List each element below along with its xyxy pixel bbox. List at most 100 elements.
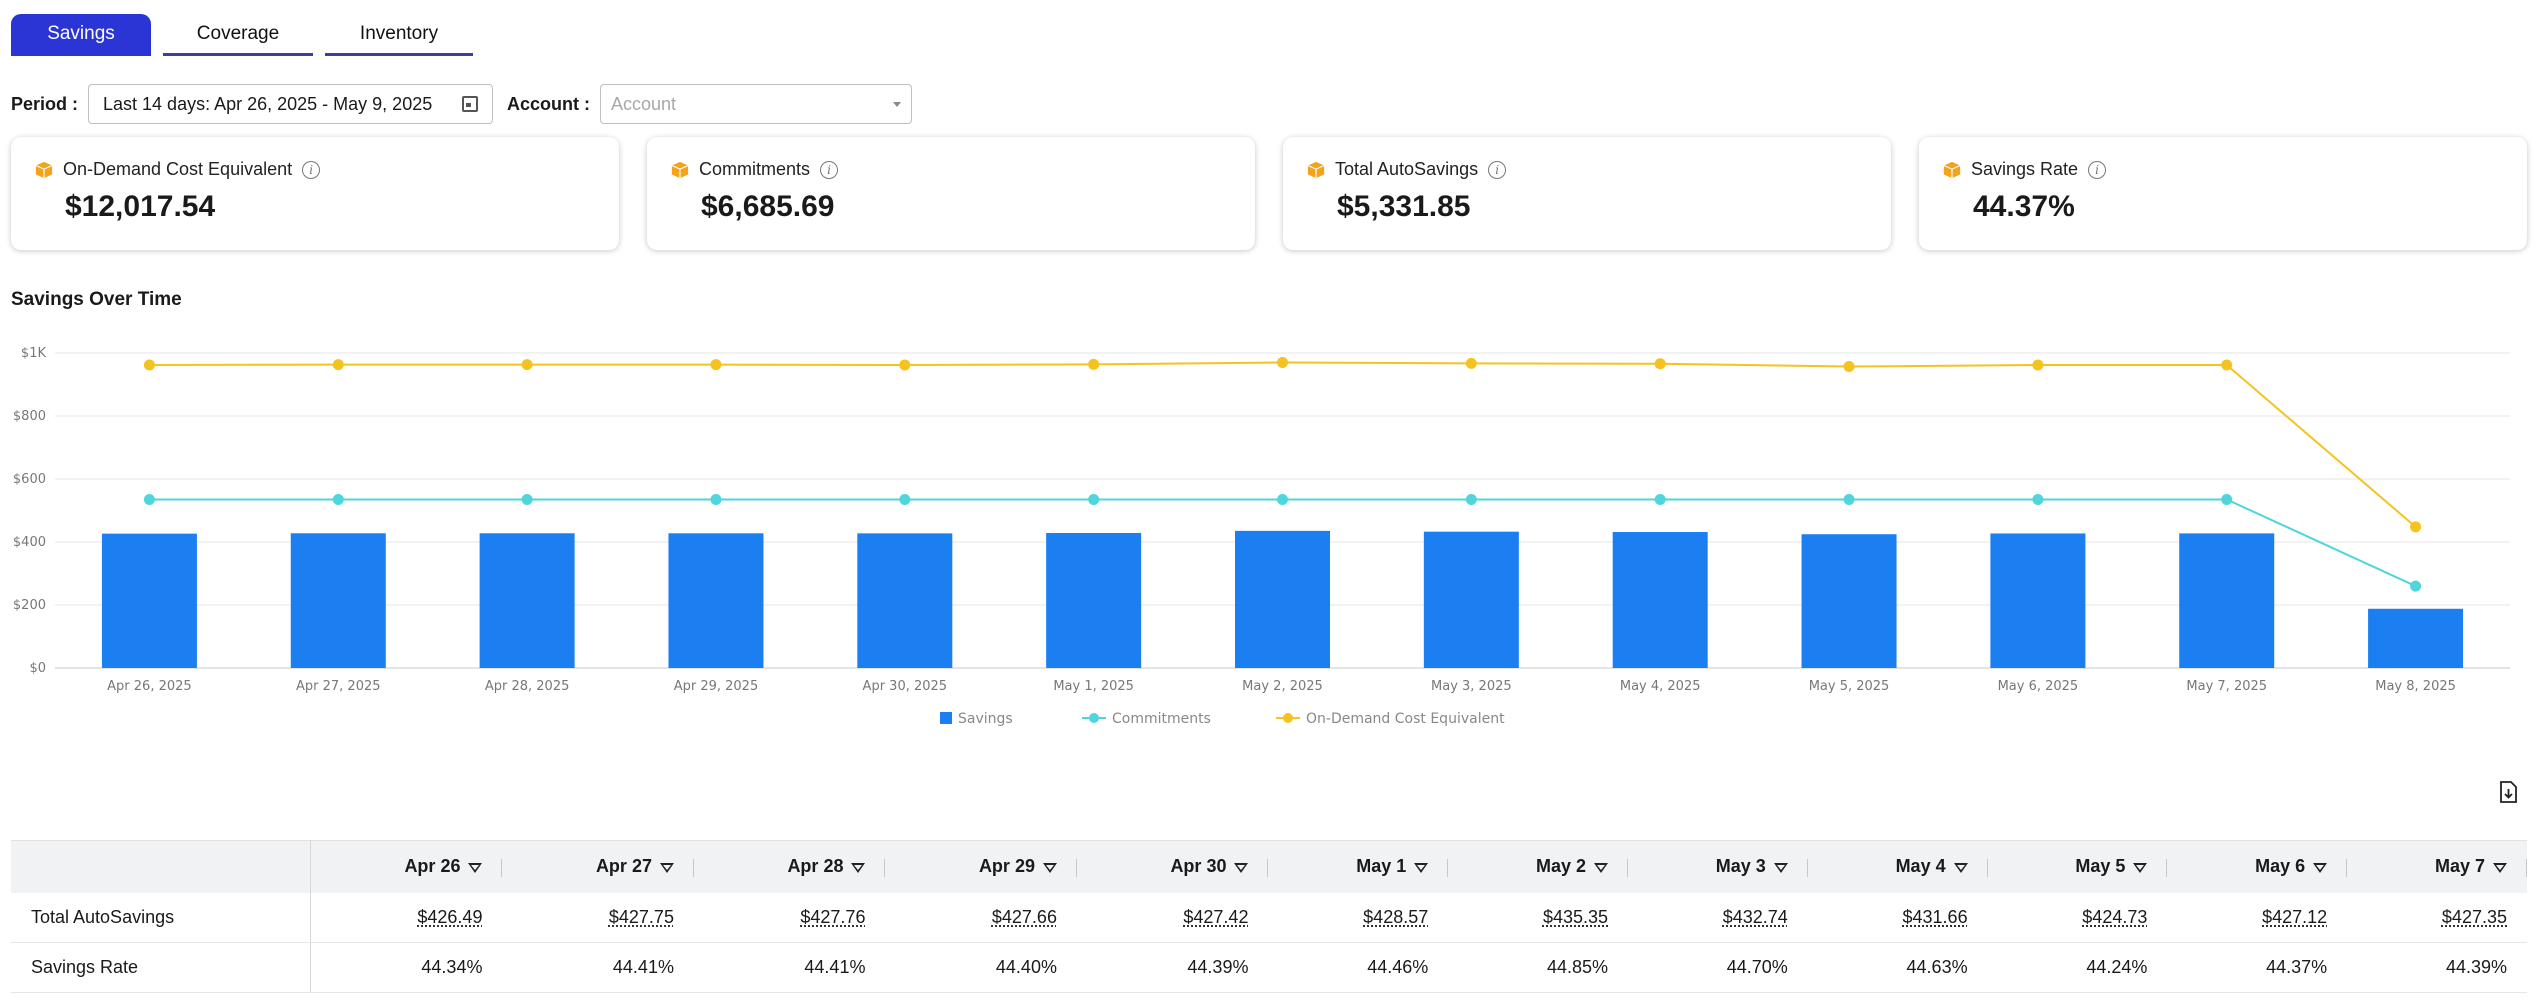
commitments-point [2410, 580, 2422, 592]
column-header[interactable]: May 6 [2167, 840, 2348, 893]
on-demand-point [1654, 358, 1666, 370]
table-cell[interactable]: $428.57 [1268, 892, 1449, 943]
legend-marker-commitments [1089, 713, 1099, 723]
kpi-card-commitments: Commitments i $6,685.69 [647, 137, 1255, 250]
filter-icon[interactable] [468, 862, 483, 873]
filter-icon[interactable] [851, 862, 866, 873]
savings-bar [1990, 533, 2086, 668]
kpi-value: $12,017.54 [65, 190, 216, 223]
info-icon[interactable]: i [1488, 160, 1507, 179]
kpi-card-savings-rate: Savings Rate i 44.37% [1919, 137, 2527, 250]
legend-swatch-savings [940, 712, 952, 724]
table-cell[interactable]: $424.73 [1987, 892, 2168, 943]
tab-inventory[interactable]: Inventory [325, 14, 473, 56]
filter-icon[interactable] [659, 862, 674, 873]
savings-bar [668, 533, 764, 668]
tab-savings[interactable]: Savings [11, 14, 151, 56]
table-cell[interactable]: $427.12 [2167, 892, 2348, 943]
period-label: Period : [11, 93, 79, 114]
filter-icon[interactable] [1594, 862, 1609, 873]
filter-icon[interactable] [2133, 862, 2148, 873]
column-header[interactable]: Apr 28 [693, 840, 886, 893]
column-header[interactable]: Apr 30 [1076, 840, 1269, 893]
on-demand-point [1843, 361, 1855, 373]
x-tick-label: May 8, 2025 [2375, 679, 2456, 694]
table-cell[interactable]: $427.35 [2347, 892, 2527, 943]
chart-title: Savings Over Time [11, 289, 182, 310]
filter-icon[interactable] [2313, 862, 2328, 873]
column-header[interactable]: May 7 [2347, 840, 2527, 893]
commitments-point [1654, 493, 1666, 505]
account-label: Account : [507, 93, 591, 114]
on-demand-point [143, 359, 155, 371]
savings-bar [2179, 533, 2275, 668]
legend-label-savings: Savings [958, 711, 1013, 727]
filter-icon[interactable] [1773, 862, 1788, 873]
savings-bar [479, 533, 575, 668]
commitments-point [2032, 493, 2044, 505]
tab-coverage[interactable]: Coverage [163, 14, 313, 56]
info-icon[interactable]: i [820, 160, 839, 179]
info-icon[interactable]: i [2088, 160, 2107, 179]
column-header[interactable]: Apr 27 [502, 840, 694, 893]
info-icon[interactable]: i [302, 160, 321, 179]
y-tick-label: $800 [13, 409, 46, 424]
table-cell[interactable]: $427.76 [693, 892, 886, 943]
table-cell: 44.63% [1807, 942, 1988, 993]
table-cell[interactable]: $432.74 [1628, 892, 1808, 943]
table-cell[interactable]: $431.66 [1807, 892, 1988, 943]
download-icon[interactable] [2498, 781, 2518, 803]
x-tick-label: May 6, 2025 [1998, 679, 2079, 694]
on-demand-point [2032, 359, 2044, 371]
table-cell[interactable]: $427.75 [502, 892, 694, 943]
chevron-down-icon [893, 101, 902, 107]
kpi-label: Savings Rate [1971, 159, 2079, 179]
account-placeholder: Account [611, 93, 677, 114]
x-tick-label: May 1, 2025 [1053, 679, 1134, 694]
savings-bar [1046, 533, 1142, 668]
commitments-point [1465, 493, 1477, 505]
table-header-row: Apr 26 Apr 27 Apr 28 Apr 29 Apr 30 May 1… [11, 840, 2527, 893]
table-cell[interactable]: $435.35 [1448, 892, 1629, 943]
commitments-point [1277, 493, 1288, 505]
table-row: Savings Rate 44.34% 44.41% 44.41% 44.40%… [11, 942, 2527, 993]
column-header[interactable]: May 1 [1268, 840, 1449, 893]
row-label: Total AutoSavings [11, 892, 311, 943]
kpi-card-total-autosavings: Total AutoSavings i $5,331.85 [1283, 137, 1891, 250]
on-demand-point [332, 359, 344, 371]
x-tick-label: May 2, 2025 [1242, 679, 1323, 694]
kpi-value: 44.37% [1973, 190, 2075, 223]
column-header[interactable]: May 2 [1448, 840, 1629, 893]
commitments-point [1088, 493, 1100, 505]
table-cell[interactable]: $427.66 [885, 892, 1077, 943]
on-demand-point [521, 359, 533, 371]
commitments-point [332, 493, 344, 505]
filter-icon[interactable] [2493, 862, 2507, 873]
kpi-cards: On-Demand Cost Equivalent i $12,017.54 C… [11, 137, 2527, 250]
savings-bar [290, 533, 386, 668]
x-tick-label: Apr 29, 2025 [674, 679, 759, 694]
account-select[interactable]: Account [600, 84, 913, 124]
kpi-label: On-Demand Cost Equivalent [63, 159, 293, 179]
on-demand-point [1277, 356, 1288, 368]
filter-icon[interactable] [1234, 862, 1249, 873]
commitments-point [521, 493, 533, 505]
kpi-label: Total AutoSavings [1335, 159, 1479, 179]
filter-icon[interactable] [1414, 862, 1429, 873]
on-demand-point [710, 359, 722, 371]
package-icon [35, 161, 53, 178]
table-cell[interactable]: $427.42 [1076, 892, 1269, 943]
column-header[interactable]: May 4 [1807, 840, 1988, 893]
column-header[interactable]: Apr 29 [885, 840, 1077, 893]
period-picker[interactable]: Last 14 days: Apr 26, 2025 - May 9, 2025 [88, 84, 494, 124]
x-tick-label: Apr 30, 2025 [863, 679, 948, 694]
column-header[interactable]: Apr 26 [310, 840, 503, 893]
table-cell[interactable]: $426.49 [310, 892, 503, 943]
column-header[interactable]: May 5 [1987, 840, 2168, 893]
table-cell: 44.37% [2167, 942, 2348, 993]
table-cell: 44.70% [1628, 942, 1808, 993]
filter-icon[interactable] [1042, 862, 1057, 873]
filter-icon[interactable] [1953, 862, 1968, 873]
column-header[interactable]: May 3 [1628, 840, 1808, 893]
legend-label-on-demand: On-Demand Cost Equivalent [1306, 711, 1505, 727]
